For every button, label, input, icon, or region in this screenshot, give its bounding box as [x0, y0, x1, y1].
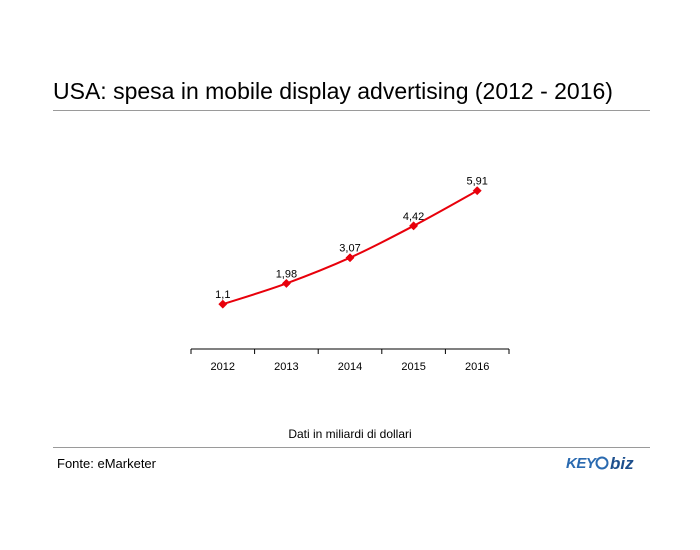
logo-key-text: KEY — [566, 455, 598, 472]
x-tick-label-2014: 2014 — [338, 361, 362, 373]
x-tick-label-2012: 2012 — [211, 361, 235, 373]
data-point-2015 — [409, 221, 419, 231]
chart-title: USA: spesa in mobile display advertising… — [53, 78, 613, 104]
data-point-2016 — [472, 186, 482, 196]
data-labels: 1,1 1,98 3,07 4,42 5,91 — [215, 176, 488, 301]
data-point-2014 — [345, 253, 355, 263]
logo-ring-mark — [595, 456, 609, 470]
title-divider — [53, 110, 650, 111]
data-label-2013: 1,98 — [276, 268, 297, 280]
series-group — [218, 186, 482, 309]
data-label-2014: 3,07 — [339, 243, 360, 255]
logo-biz-text: biz — [610, 454, 634, 473]
units-note: Dati in miliardi di dollari — [288, 427, 412, 441]
data-point-2012 — [218, 299, 228, 309]
keybiz-logo: KEY biz — [566, 452, 642, 479]
x-axis: 2012 2013 2014 2015 2016 — [190, 348, 510, 373]
data-point-2013 — [281, 278, 291, 288]
x-tick-label-2013: 2013 — [274, 361, 298, 373]
x-tick-label-2016: 2016 — [465, 361, 489, 373]
source-label: Fonte: eMarketer — [57, 456, 156, 471]
footer-divider — [53, 447, 650, 448]
x-tick-label-2015: 2015 — [401, 361, 425, 373]
logo-graphic: KEY biz — [566, 454, 634, 473]
data-label-2012: 1,1 — [215, 289, 230, 301]
data-label-2016: 5,91 — [466, 176, 487, 188]
data-label-2015: 4,42 — [403, 211, 424, 223]
